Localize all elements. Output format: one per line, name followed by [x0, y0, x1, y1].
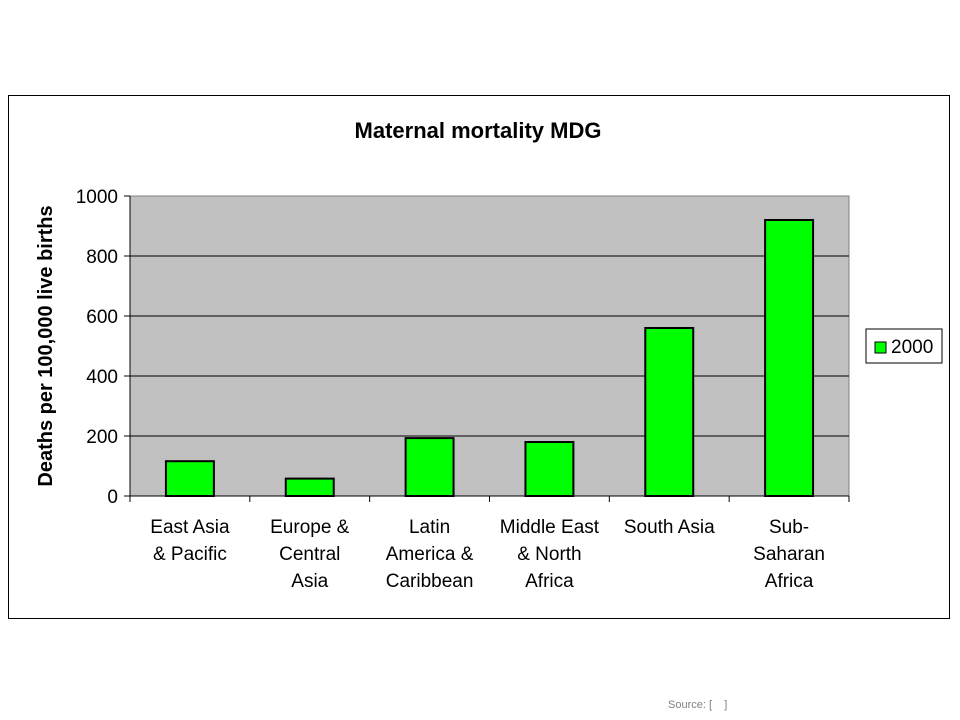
y-tick-label: 400: [86, 367, 118, 388]
x-tick-label: Latin America & Caribbean: [386, 517, 474, 592]
legend-label-2000: 2000: [891, 337, 933, 358]
x-axis: East Asia & Pacific Europe & Central Asia Lat…: [129, 495, 850, 592]
x-tick-label: Middle East & North Africa: [500, 517, 600, 592]
x-tick-label: Europe & Central Asia: [270, 517, 350, 592]
plot-area: [129, 195, 850, 497]
y-axis-label: Deaths per 100,000 live births: [35, 205, 57, 486]
y-tick-label: 600: [86, 307, 118, 328]
y-axis: 0 200 400 600 800 1000: [76, 187, 131, 508]
bar: [524, 441, 575, 497]
y-tick-label: 1000: [76, 187, 118, 208]
bar: [404, 437, 455, 498]
y-tick-label: 0: [107, 487, 118, 508]
x-tick-label: East Asia & Pacific: [150, 517, 230, 565]
y-tick-label: 800: [86, 247, 118, 268]
chart-title: Maternal mortality MDG: [355, 118, 602, 143]
legend: 2000: [865, 328, 943, 364]
source-note: Source: [ ]: [668, 699, 728, 711]
gridlines: [130, 255, 849, 437]
x-tick-label: South Asia: [624, 517, 715, 538]
bar: [284, 477, 335, 498]
y-tick-label: 200: [86, 427, 118, 448]
bar: [764, 219, 815, 497]
x-tick-label: Sub-Saharan Africa: [753, 517, 825, 592]
bar: [164, 460, 215, 498]
legend-swatch: [874, 341, 887, 354]
bar: [644, 327, 695, 497]
